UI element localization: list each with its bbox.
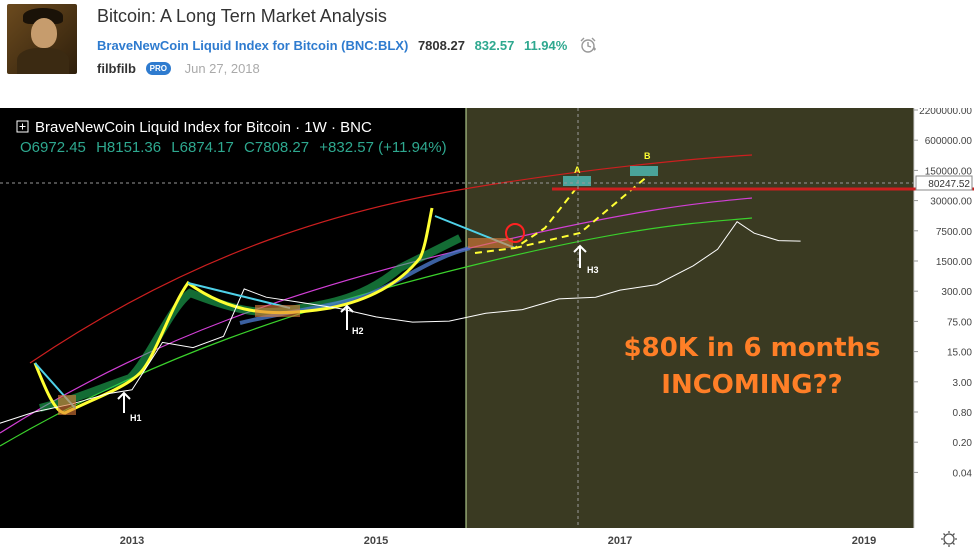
avatar-body	[17, 48, 69, 74]
h3-arrow	[573, 244, 587, 268]
y-tick-label: 75.00	[947, 317, 972, 328]
legend-change: +832.57 (+11.94%)	[319, 139, 446, 156]
symbol-change: 832.57	[474, 37, 515, 53]
h2-arrow	[340, 304, 354, 330]
y-tick-label: 600000.00	[925, 136, 973, 147]
y-tick-label: 3.00	[953, 378, 973, 389]
pro-badge: PRO	[145, 62, 171, 75]
symbol-name[interactable]: BraveNewCoin Liquid Index for Bitcoin	[97, 37, 338, 53]
avatar-face	[31, 18, 57, 48]
price-chart[interactable]: H1 H2 H3 A B $80K in 6 months INCOMING??…	[0, 108, 974, 548]
y-tick-label: 2200000.00	[919, 108, 972, 117]
symbol-change-pct: 11.94%	[523, 37, 568, 53]
time-axis[interactable]: 20112013201520172019	[0, 535, 876, 547]
collapse-toggle-plus	[19, 123, 26, 130]
legend-ohlc: O6972.45 H8151.36 L6874.17 C7808.27 +832…	[20, 139, 447, 156]
legend-title: BraveNewCoin Liquid Index for Bitcoin · …	[35, 119, 372, 136]
y-tick-label: 300.00	[941, 287, 972, 298]
symbol-price: 7808.27	[417, 37, 465, 53]
headline-line-1: $80K in 6 months	[624, 333, 881, 363]
x-tick-label: 2019	[852, 535, 876, 547]
legend-low: L6874.17	[171, 139, 234, 156]
time-axis-background	[0, 528, 974, 548]
last-price-label: 80247.52	[928, 179, 970, 190]
label-h2: H2	[352, 326, 364, 336]
alarm-clock-icon[interactable]	[579, 37, 597, 56]
y-tick-label: 0.20	[953, 438, 973, 449]
settings-icon[interactable]	[941, 531, 957, 547]
legend: BraveNewCoin Liquid Index for Bitcoin · …	[16, 119, 447, 156]
consolidation-box-3	[468, 238, 513, 248]
post-date: Jun 27, 2018	[184, 61, 260, 76]
y-tick-label: 1500.00	[936, 257, 973, 268]
regression-bands	[0, 154, 801, 447]
label-b: B	[644, 151, 651, 161]
last-price-tag	[915, 175, 973, 191]
x-tick-label: 2013	[120, 535, 144, 547]
forecast-region	[466, 108, 914, 528]
symbol-code[interactable]: (BNC:BLX)	[341, 37, 409, 53]
x-tick-label: 2015	[364, 535, 388, 547]
legend-close: C7808.27	[244, 139, 309, 156]
halving-arrows	[117, 244, 587, 413]
label-a: A	[574, 165, 581, 175]
target-box-b	[630, 166, 658, 176]
y-tick-label: 15.00	[947, 348, 972, 359]
price-axis[interactable]: 2200000.00 600000.00 150000.00 30000.00 7500…	[914, 108, 972, 479]
consolidation-box-1	[58, 395, 76, 415]
collapse-toggle-icon[interactable]	[16, 120, 29, 133]
y-tick-label: 30000.00	[930, 197, 972, 208]
legend-open: O6972.45	[20, 139, 86, 156]
avatar[interactable]	[7, 4, 77, 74]
y-tick-label: 7500.00	[936, 227, 973, 238]
target-box-a	[563, 176, 591, 186]
label-h1: H1	[130, 413, 142, 423]
h1-arrow	[117, 391, 131, 413]
label-h3: H3	[587, 265, 599, 275]
consolidation-box-2	[255, 305, 300, 317]
symbol-line: BraveNewCoin Liquid Index for Bitcoin (B…	[97, 37, 597, 56]
author-name[interactable]: filbfilb	[97, 61, 136, 76]
legend-high: H8151.36	[96, 139, 161, 156]
headline-line-2: INCOMING??	[661, 370, 842, 400]
y-tick-label: 0.80	[953, 408, 973, 419]
x-tick-label: 2017	[608, 535, 632, 547]
forecast-drawings	[0, 108, 974, 528]
current-price-circle	[505, 223, 525, 243]
y-tick-label: 150000.00	[925, 166, 973, 177]
author-line: filbfilb PRO Jun 27, 2018	[97, 61, 260, 76]
forecast-path-b	[514, 169, 656, 249]
price-line	[0, 221, 801, 424]
avatar-hat	[23, 8, 63, 24]
y-tick-label: 0.04	[953, 468, 973, 479]
red-top-band	[29, 154, 753, 364]
idea-title[interactable]: Bitcoin: A Long Tern Market Analysis	[97, 6, 387, 26]
